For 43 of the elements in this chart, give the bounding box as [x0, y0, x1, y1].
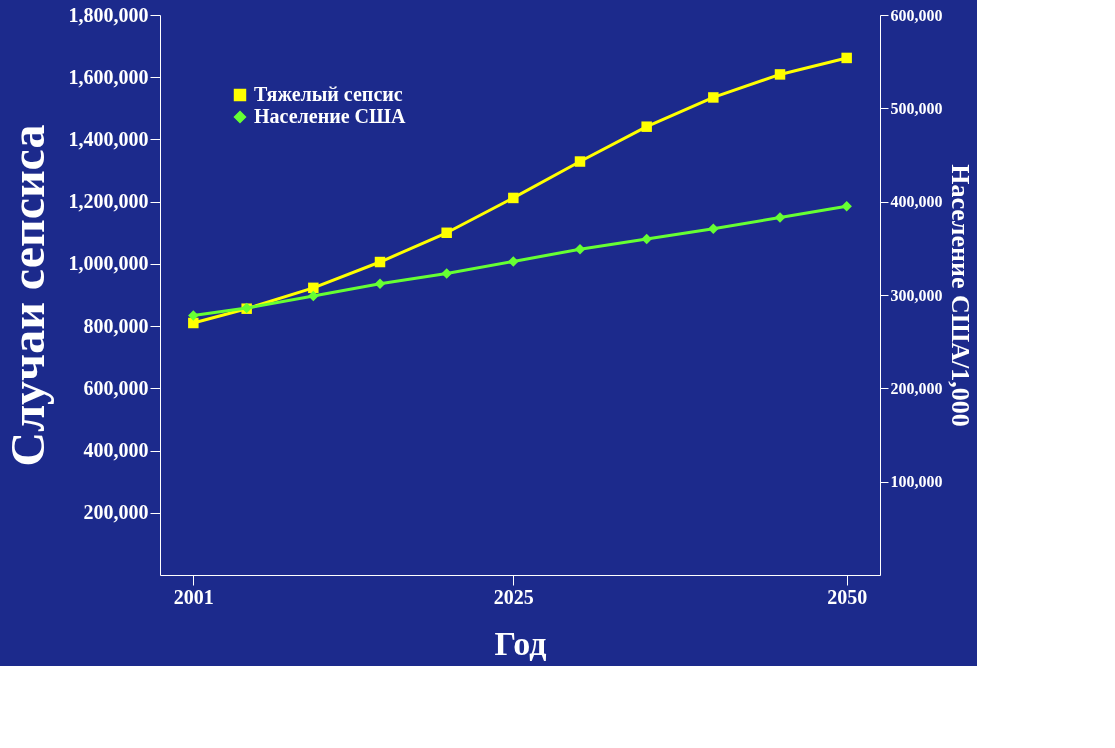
- point: [641, 233, 652, 245]
- point: [841, 201, 852, 212]
- point: [374, 278, 386, 290]
- point: [441, 268, 452, 279]
- y2-tick-label: 300,000: [890, 286, 943, 304]
- y-tick-label: 400,000: [83, 439, 149, 462]
- y2-tick-label: 200,000: [890, 379, 943, 397]
- point: [774, 212, 786, 223]
- point: [508, 256, 519, 267]
- point: [374, 256, 386, 268]
- y-tick-label: 1,600,000: [68, 65, 149, 88]
- x-tick-label: 2001: [173, 585, 214, 608]
- point: [508, 192, 519, 204]
- x-tick-label: 2050: [827, 585, 868, 608]
- point: [308, 290, 319, 302]
- y2-tick-label: 500,000: [890, 99, 943, 117]
- point: [574, 244, 586, 255]
- y2-tick-label: 100,000: [890, 473, 943, 491]
- point: [774, 69, 786, 80]
- x-tick-label: 2025: [493, 585, 534, 608]
- point: [641, 121, 652, 132]
- y-tick-label: 1,400,000: [68, 127, 149, 150]
- point: [574, 156, 586, 167]
- y2-axis-title: Население США/1,000: [945, 164, 975, 427]
- y-tick-label: 1,000,000: [68, 252, 149, 275]
- point: [708, 223, 719, 234]
- y-tick-label: 1,800,000: [68, 3, 149, 26]
- y-axis-title: Случаи сепсиса: [0, 124, 54, 467]
- point: [841, 52, 852, 64]
- y2-tick-label: 400,000: [890, 193, 943, 211]
- legend-label: Население США: [254, 105, 406, 127]
- y-tick-label: 800,000: [83, 314, 149, 337]
- y-tick-label: 600,000: [83, 376, 149, 399]
- legend-label: Тяжелый сепсис: [254, 83, 403, 105]
- x-axis-title: Год: [494, 624, 547, 662]
- y-tick-label: 200,000: [83, 501, 149, 524]
- point: [708, 92, 719, 103]
- y2-tick-label: 600,000: [890, 6, 943, 24]
- point: [441, 227, 452, 239]
- point: [308, 282, 319, 294]
- y-tick-label: 1,200,000: [68, 190, 149, 213]
- point: [188, 317, 199, 329]
- point: [188, 310, 199, 321]
